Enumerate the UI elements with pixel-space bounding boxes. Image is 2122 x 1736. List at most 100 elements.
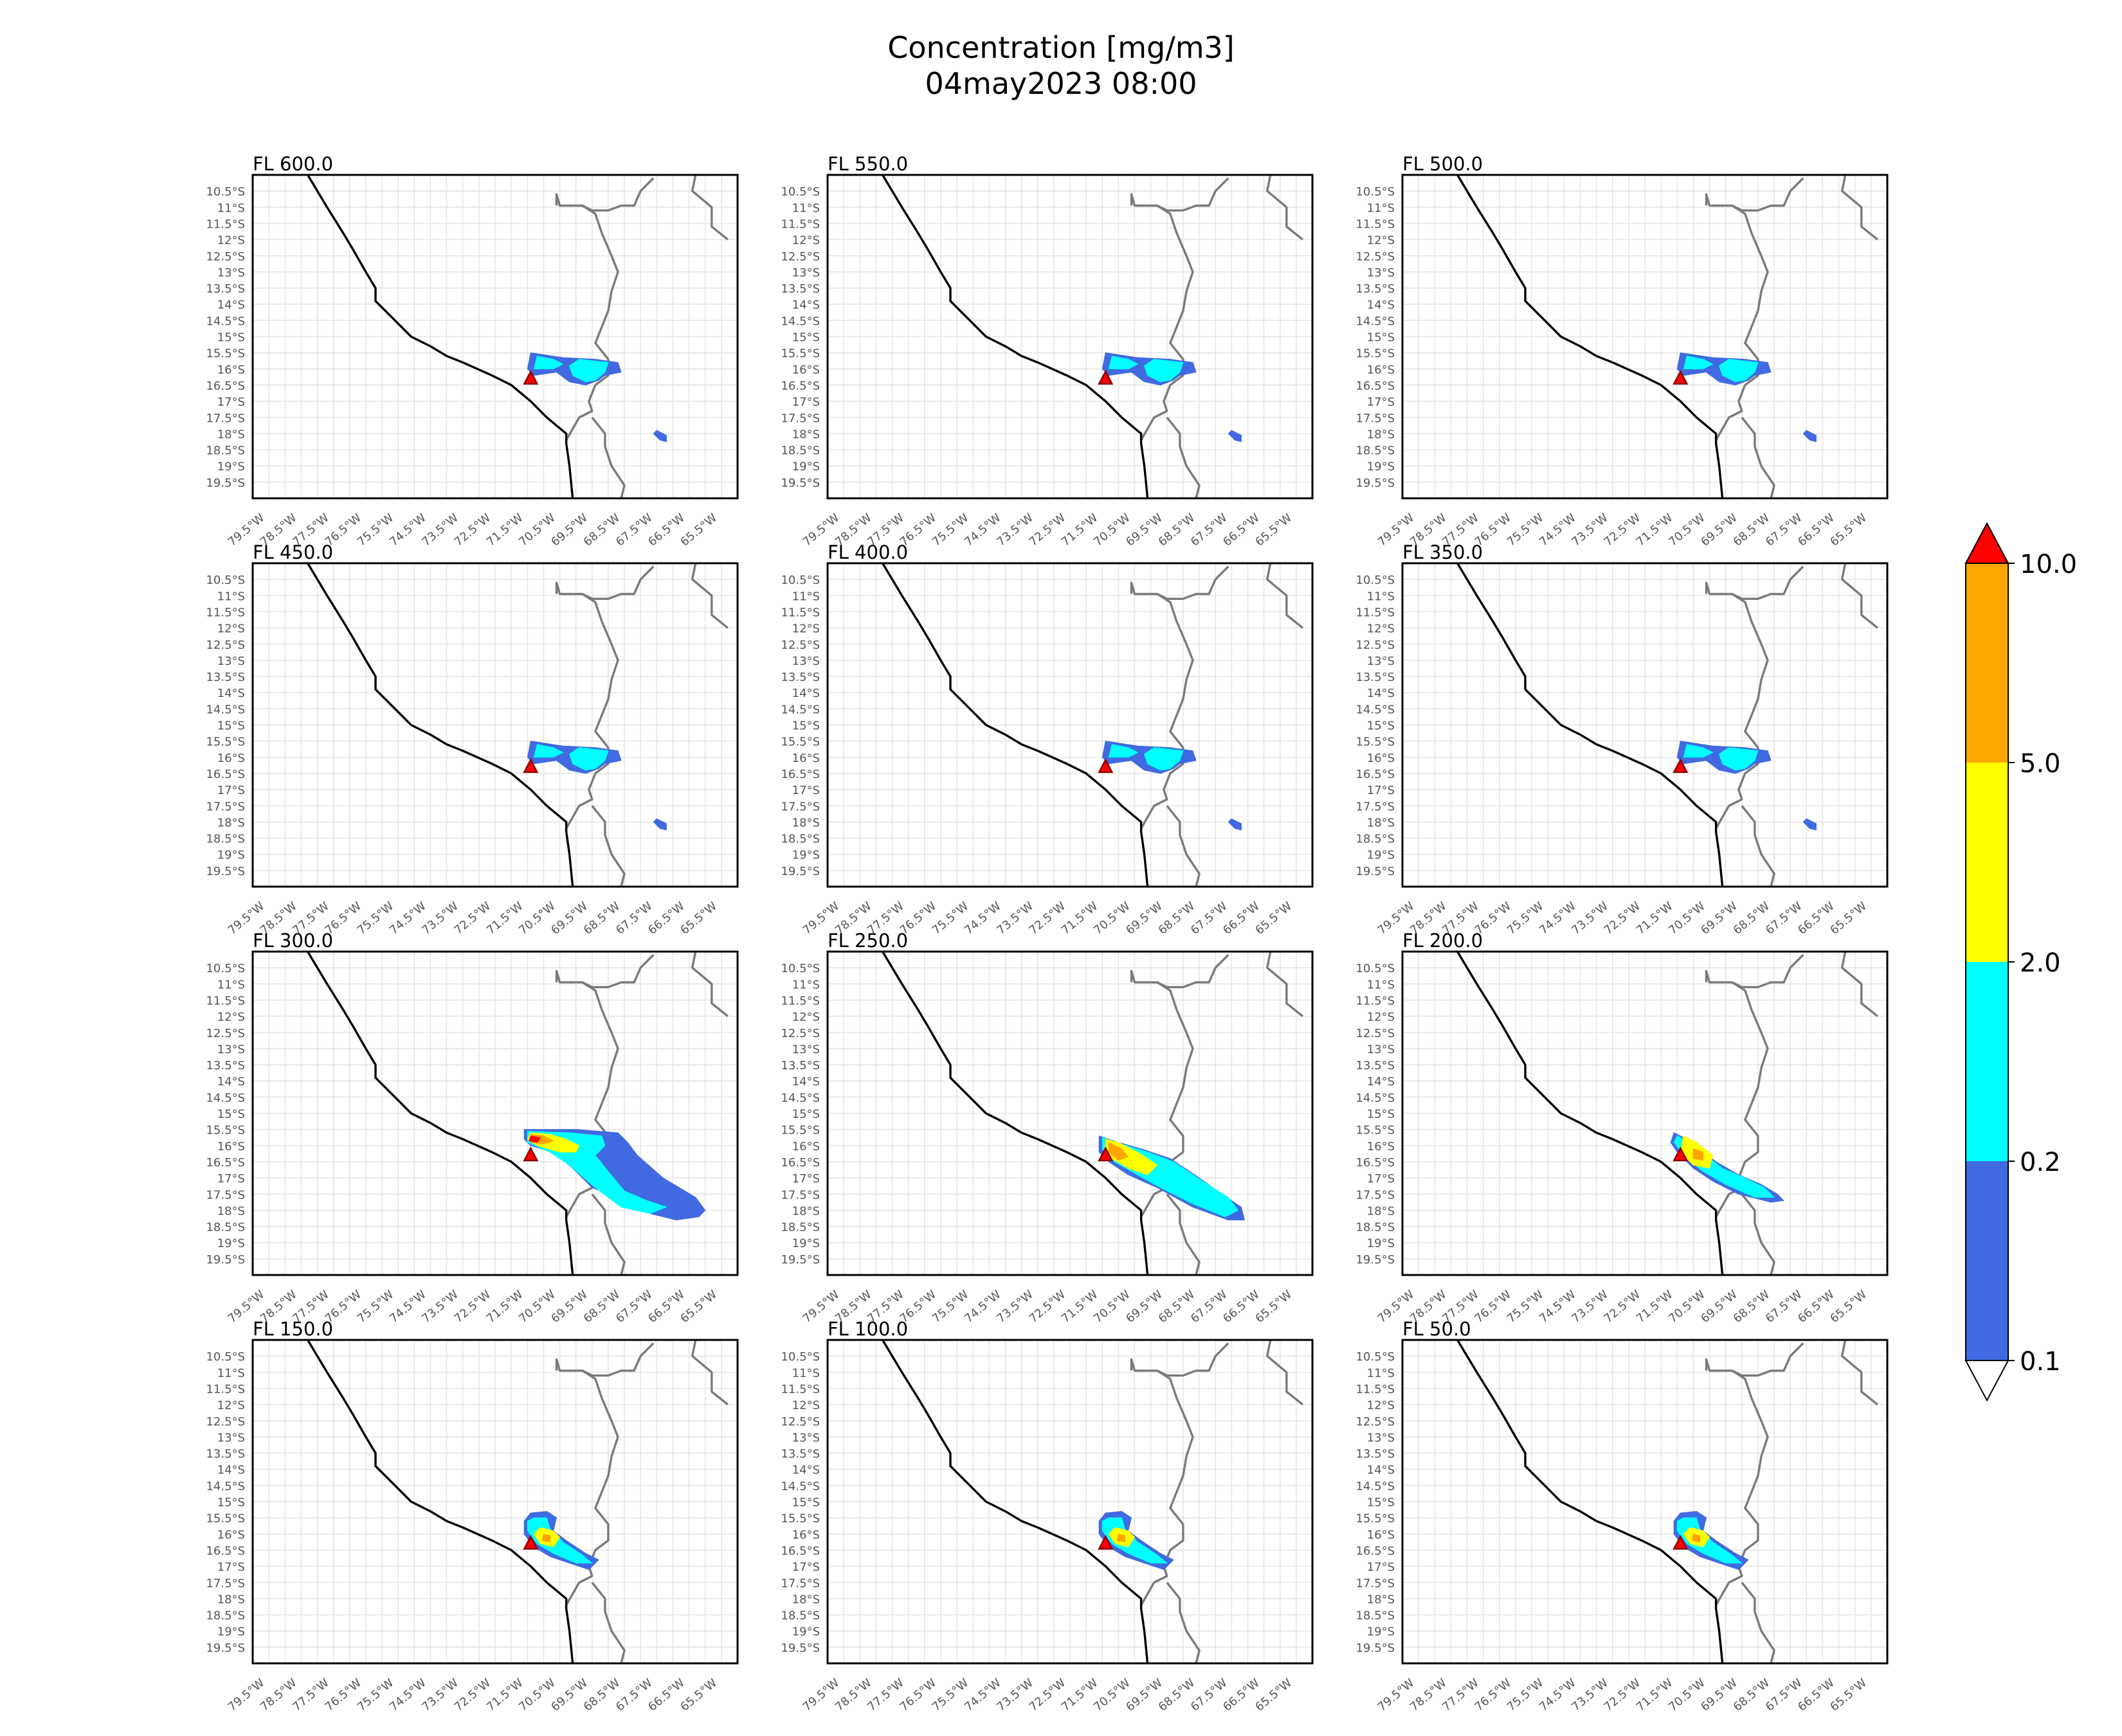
country-border [1705, 193, 1769, 441]
map-panel: FL 300.0 10.5°S 11°S 11.5°S 12°S 12.5°S 13°S 13… [206, 930, 739, 1326]
map-panel: FL 100.0 10.5°S 11°S 11.5°S 12°S 12.5°S 13°S 13… [781, 1318, 1314, 1714]
lat-tick-label: 12°S [1367, 1399, 1395, 1413]
country-border [1840, 1340, 1878, 1406]
plume [1673, 1511, 1749, 1570]
lon-tick-label: 65.5°W [1827, 1676, 1869, 1714]
lat-tick-label: 19°S [217, 1237, 245, 1251]
lat-tick-label: 17°S [792, 784, 820, 797]
lat-tick-label: 17.5°S [206, 411, 245, 425]
country-border [581, 954, 655, 988]
lat-tick-label: 17°S [792, 395, 820, 409]
lat-tick-label: 13.5°S [206, 1059, 245, 1072]
map-area [253, 1340, 738, 1663]
flight-level-label: FL 200.0 [1402, 930, 1483, 952]
lat-tick-label: 15.5°S [206, 1124, 245, 1137]
lat-tick-label: 13.5°S [781, 1447, 820, 1461]
lat-tick-label: 12.5°S [206, 250, 245, 264]
contour-0-2-to-2-0 [1108, 356, 1139, 370]
lat-tick-label: 12.5°S [781, 250, 820, 264]
country-border [1731, 565, 1804, 600]
flight-level-label: FL 150.0 [253, 1318, 333, 1340]
lat-tick-label: 17.5°S [1356, 1577, 1395, 1590]
country-border [591, 805, 626, 887]
volcano-source-marker [1098, 1535, 1114, 1550]
coastline [307, 1340, 574, 1663]
flight-level-label: FL 550.0 [828, 153, 908, 175]
flight-level-label: FL 300.0 [253, 930, 333, 952]
lat-tick-label: 15°S [1367, 1496, 1395, 1510]
colorbar-under-arrow [1964, 1360, 2009, 1402]
lat-tick-label: 16°S [792, 752, 820, 765]
lat-tick-label: 12.5°S [781, 1027, 820, 1040]
gridlines [1402, 563, 1887, 887]
lat-tick-label: 17°S [217, 1172, 245, 1186]
lat-tick-label: 17.5°S [1356, 411, 1395, 425]
lat-tick-label: 14°S [217, 687, 245, 700]
lat-tick-label: 16.5°S [206, 1544, 245, 1558]
lat-tick-label: 13°S [1367, 1043, 1395, 1056]
plume [527, 352, 667, 442]
gridlines [253, 175, 738, 498]
lat-tick-label: 16.5°S [206, 379, 245, 393]
country-border [1741, 1582, 1775, 1663]
lat-tick-label: 18°S [792, 816, 820, 829]
lat-tick-label: 18°S [217, 816, 245, 829]
panel-frame [826, 174, 1314, 500]
lat-tick-label: 18.5°S [781, 1609, 820, 1623]
lat-tick-label: 13°S [792, 266, 820, 280]
lat-tick-label: 15°S [217, 1108, 245, 1121]
gridlines [253, 1340, 738, 1663]
gridlines [828, 175, 1312, 498]
lon-tick-label: 65.5°W [678, 1288, 720, 1326]
lat-tick-label: 15.5°S [206, 1512, 245, 1526]
colorbar-level-label: 5.0 [2020, 749, 2061, 779]
contour-0-2-to-2-0 [533, 744, 564, 758]
lat-tick-label: 13°S [792, 655, 820, 668]
map-area [1402, 563, 1887, 887]
lat-tick-label: 11°S [792, 201, 820, 215]
lat-tick-label: 11°S [792, 978, 820, 991]
map-area [1402, 952, 1887, 1275]
volcano-source-marker [1098, 1146, 1114, 1162]
lat-tick-label: 13.5°S [781, 282, 820, 296]
coastline [1456, 1340, 1724, 1663]
lat-tick-label: 19.5°S [1356, 1253, 1395, 1267]
lat-tick-label: 15°S [217, 331, 245, 345]
panel-frame [1401, 950, 1889, 1276]
map-panel: FL 500.0 10.5°S 11°S 11.5°S 12°S 12.5°S 13°S 13… [1356, 153, 1889, 549]
colorbar-segment [1966, 563, 2008, 763]
lat-tick-label: 16.5°S [781, 379, 820, 393]
lat-tick-label: 10.5°S [1356, 574, 1395, 587]
panel-frame [251, 174, 739, 500]
lat-tick-label: 18°S [1367, 1204, 1395, 1218]
lat-tick-label: 16°S [1367, 363, 1395, 377]
lat-tick-label: 16°S [1367, 1140, 1395, 1153]
lat-tick-label: 10.5°S [206, 574, 245, 587]
flight-level-label: FL 400.0 [828, 541, 908, 563]
lat-tick-label: 17°S [1367, 784, 1395, 797]
lat-tick-label: 18°S [217, 428, 245, 441]
lat-tick-label: 15.5°S [781, 1512, 820, 1526]
country-border [1156, 954, 1229, 988]
country-border [591, 1193, 626, 1275]
lon-tick-label: 65.5°W [1827, 1288, 1869, 1326]
map-panel: FL 150.0 10.5°S 11°S 11.5°S 12°S 12.5°S 13°S 13… [206, 1318, 739, 1714]
volcano-source-marker [1673, 1535, 1689, 1550]
lat-tick-label: 15°S [1367, 1108, 1395, 1121]
lat-tick-label: 17°S [1367, 1172, 1395, 1186]
country-border [591, 1582, 626, 1663]
lat-tick-label: 18°S [217, 1593, 245, 1606]
lat-tick-label: 10.5°S [781, 574, 820, 587]
lat-tick-label: 11.5°S [781, 994, 820, 1008]
lat-tick-label: 19°S [217, 460, 245, 474]
panel-frame [251, 1339, 739, 1665]
lat-tick-label: 13.5°S [206, 282, 245, 296]
lat-tick-label: 18.5°S [206, 833, 245, 846]
lat-tick-label: 12°S [792, 622, 820, 636]
lat-tick-label: 11.5°S [1356, 606, 1395, 619]
lat-tick-label: 16°S [217, 1528, 245, 1542]
lat-tick-label: 17°S [1367, 1560, 1395, 1574]
lat-tick-label: 10.5°S [206, 1350, 245, 1364]
lat-tick-label: 15.5°S [781, 347, 820, 361]
gridlines [253, 952, 738, 1275]
